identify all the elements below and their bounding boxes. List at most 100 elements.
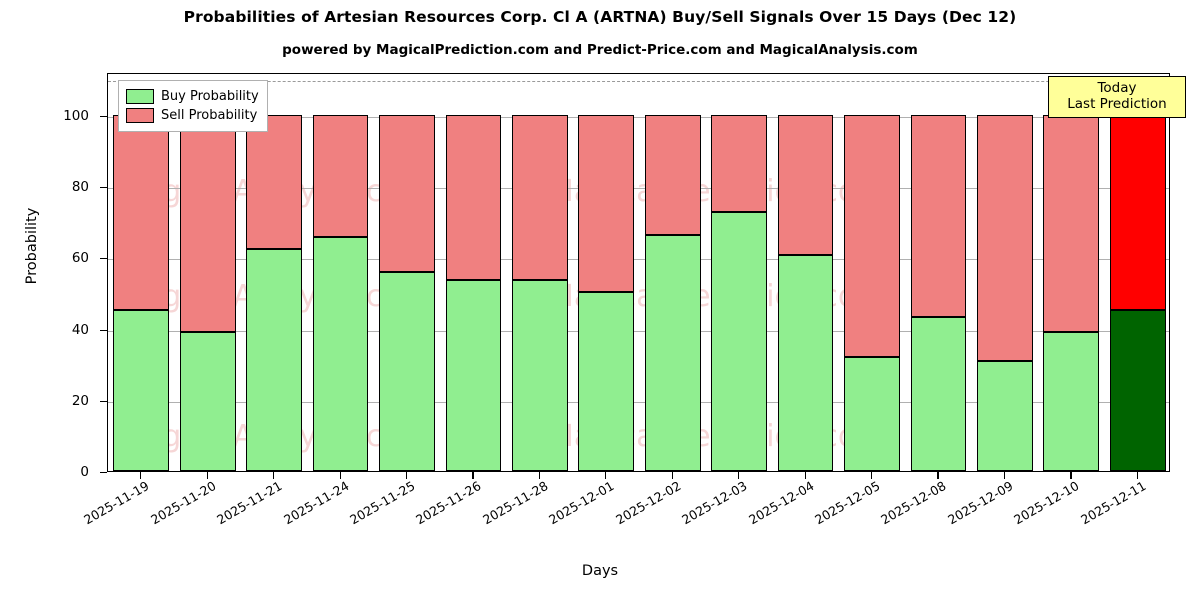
bar-buy: [1109, 309, 1166, 471]
plot-inner: MagicalAnalysis.comMagicalPrediction.com…: [108, 74, 1169, 471]
bar-sell: [777, 114, 834, 255]
y-tick-mark: [100, 400, 107, 402]
y-tick-label: 40: [71, 321, 89, 338]
bar-buy: [910, 316, 967, 471]
bar-sell: [113, 114, 170, 310]
bar-buy: [1043, 332, 1100, 471]
x-tick-mark: [273, 472, 275, 479]
bar-group: [1043, 74, 1100, 471]
x-tick-mark: [937, 472, 939, 479]
x-tick-label: 2025-11-25: [347, 478, 418, 528]
bar-sell: [511, 114, 568, 281]
bar-buy: [246, 248, 302, 471]
x-tick-mark: [1136, 472, 1138, 479]
x-tick-label: 2025-12-04: [745, 478, 817, 528]
gridline-dashed: [108, 81, 1169, 83]
bar-sell: [179, 114, 236, 333]
y-tick-mark: [100, 329, 107, 331]
x-tick-label: 2025-12-05: [812, 478, 883, 528]
bar-group: [246, 74, 302, 471]
legend: Buy Probability Sell Probability: [118, 80, 268, 132]
x-tick-label: 2025-11-26: [413, 478, 484, 528]
legend-swatch-buy: [126, 89, 154, 104]
bar-sell: [844, 114, 900, 358]
bar-sell: [711, 114, 768, 213]
x-tick-label: 2025-11-21: [214, 478, 285, 528]
bar-group: [644, 74, 701, 471]
bar-buy: [312, 236, 369, 471]
today-annotation-line2: Last Prediction: [1067, 96, 1167, 113]
bar-group: [1109, 74, 1166, 471]
bar-buy: [511, 280, 568, 471]
bar-group: [910, 74, 967, 471]
legend-item-sell: Sell Probability: [126, 106, 259, 125]
bar-sell: [578, 114, 635, 292]
x-tick-mark: [538, 472, 541, 479]
bar-group: [977, 74, 1033, 471]
bar-buy: [445, 280, 502, 471]
gridline: [108, 116, 1169, 118]
today-annotation: Today Last Prediction: [1048, 76, 1186, 118]
bar-sell: [379, 114, 435, 273]
bar-group: [179, 74, 236, 471]
bar-group: [379, 74, 435, 471]
x-tick-label: 2025-12-11: [1077, 478, 1149, 528]
bar-buy: [844, 357, 900, 471]
bar-sell: [644, 114, 701, 236]
x-tick-mark: [1070, 472, 1072, 479]
bar-sell: [246, 114, 302, 249]
plot-area: MagicalAnalysis.comMagicalPrediction.com…: [107, 73, 1170, 472]
gridline: [108, 259, 1169, 261]
bar-sell: [312, 114, 369, 237]
legend-swatch-sell: [126, 108, 154, 123]
x-tick-mark: [738, 472, 740, 479]
y-tick-label: 0: [80, 464, 89, 480]
chart-title: Probabilities of Artesian Resources Corp…: [183, 8, 1017, 26]
legend-item-buy: Buy Probability: [126, 87, 259, 106]
x-tick-label: 2025-11-24: [280, 478, 352, 528]
x-tick-mark: [405, 472, 408, 479]
x-tick-mark: [605, 472, 607, 479]
bar-group: [511, 74, 568, 471]
x-tick-label: 2025-12-10: [1011, 478, 1082, 528]
bar-group: [445, 74, 502, 471]
bar-buy: [113, 309, 170, 471]
y-tick-mark: [100, 115, 107, 117]
x-tick-label: 2025-11-20: [147, 478, 219, 528]
x-axis-label: Days: [581, 563, 619, 579]
gridline: [108, 188, 1169, 189]
x-tick-label: 2025-12-09: [944, 478, 1016, 528]
bar-buy: [977, 361, 1033, 471]
y-tick-mark: [100, 187, 107, 189]
bar-buy: [179, 332, 236, 471]
y-tick-label: 100: [63, 107, 89, 124]
chart-subtitle: powered by MagicalPrediction.com and Pre…: [282, 42, 918, 58]
bar-sell: [910, 114, 967, 317]
bar-sell: [1109, 114, 1166, 310]
bar-buy: [578, 291, 635, 471]
bar-buy: [777, 254, 834, 471]
x-tick-label: 2025-12-03: [679, 478, 750, 528]
x-tick-mark: [871, 472, 873, 479]
today-annotation-line1: Today: [1097, 80, 1137, 96]
x-tick-mark: [1003, 472, 1006, 479]
bar-group: [844, 74, 900, 471]
y-tick-label: 20: [71, 392, 89, 409]
bar-group: [113, 74, 170, 471]
bar-group: [312, 74, 369, 471]
x-tick-label: 2025-11-19: [81, 478, 152, 528]
gridline: [108, 330, 1169, 332]
legend-label-sell: Sell Probability: [161, 108, 258, 123]
bar-buy: [379, 272, 435, 471]
bar-sell: [1043, 114, 1100, 333]
x-tick-label: 2025-12-01: [546, 478, 617, 528]
x-tick-label: 2025-11-28: [479, 478, 551, 528]
y-tick-label: 80: [71, 179, 89, 195]
y-tick-mark: [100, 258, 107, 260]
bar-buy: [644, 235, 701, 471]
x-tick-mark: [671, 472, 673, 479]
x-tick-mark: [140, 472, 142, 479]
x-tick-mark: [206, 472, 208, 479]
bar-group: [578, 74, 635, 471]
